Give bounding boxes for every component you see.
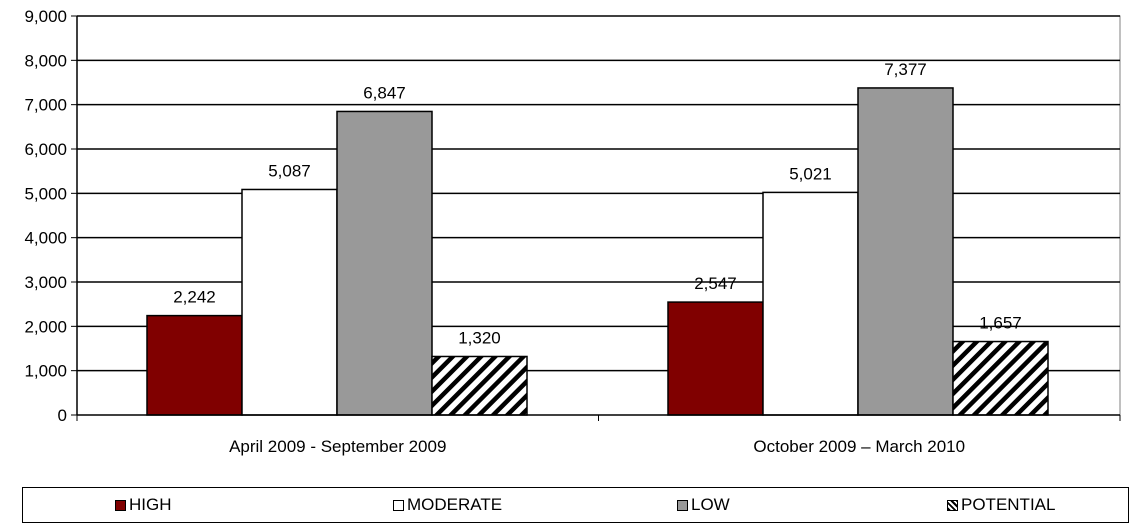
data-label: 5,087	[268, 161, 311, 180]
legend-label-high: HIGH	[129, 495, 172, 514]
legend-label-moderate: MODERATE	[407, 495, 503, 514]
legend-swatch-potential	[947, 499, 958, 511]
legend-swatch-moderate	[393, 499, 404, 511]
legend-swatch-high	[115, 499, 126, 511]
bar-potential	[431, 355, 528, 416]
y-tick-label: 8,000	[24, 51, 67, 70]
x-tick-label: April 2009 - September 2009	[229, 437, 446, 456]
y-tick-label: 9,000	[24, 7, 67, 26]
legend-item-potential: POTENTIAL	[947, 496, 1055, 514]
y-tick-label: 7,000	[24, 96, 67, 115]
bar-moderate	[762, 191, 859, 416]
data-labels: 2,242 2,547 5,087 5,021 6,847 7,377 1,320 1,657	[173, 60, 1022, 348]
bar-potential	[952, 340, 1049, 416]
y-tick-label: 1,000	[24, 362, 67, 381]
legend-label-low: LOW	[691, 495, 730, 514]
bar-moderate	[241, 188, 338, 416]
bar-high	[667, 301, 764, 416]
x-tick-label: October 2009 – March 2010	[753, 437, 965, 456]
bar-high	[146, 314, 243, 416]
data-label: 5,021	[789, 164, 832, 183]
y-tick-label: 0	[58, 406, 67, 425]
y-tick-label: 5,000	[24, 184, 67, 203]
data-label: 1,320	[458, 328, 501, 347]
y-tick-label: 3,000	[24, 273, 67, 292]
bar-chart: 0 1,000 2,000 3,000 4,000 5,000 6,000 7,000 8,00…	[24, 7, 1121, 456]
data-label: 6,847	[363, 83, 406, 102]
data-label: 7,377	[884, 60, 927, 79]
data-label: 2,242	[173, 288, 216, 307]
data-label: 1,657	[979, 314, 1022, 333]
legend-item-high: HIGH	[115, 496, 172, 514]
y-tick-label: 6,000	[24, 140, 67, 159]
y-tick-label: 2,000	[24, 317, 67, 336]
legend-swatch-low	[677, 499, 688, 511]
legend-item-moderate: MODERATE	[393, 496, 502, 514]
legend: HIGH MODERATE LOW POTENTIAL	[22, 487, 1129, 523]
bar-low	[336, 110, 433, 416]
bars	[146, 87, 1049, 416]
y-tick-label: 4,000	[24, 229, 67, 248]
legend-item-low: LOW	[677, 496, 730, 514]
bar-low	[857, 87, 954, 416]
legend-label-potential: POTENTIAL	[961, 495, 1056, 514]
data-label: 2,547	[694, 274, 737, 293]
axes: 0 1,000 2,000 3,000 4,000 5,000 6,000 7,000 8,00…	[24, 7, 1121, 456]
